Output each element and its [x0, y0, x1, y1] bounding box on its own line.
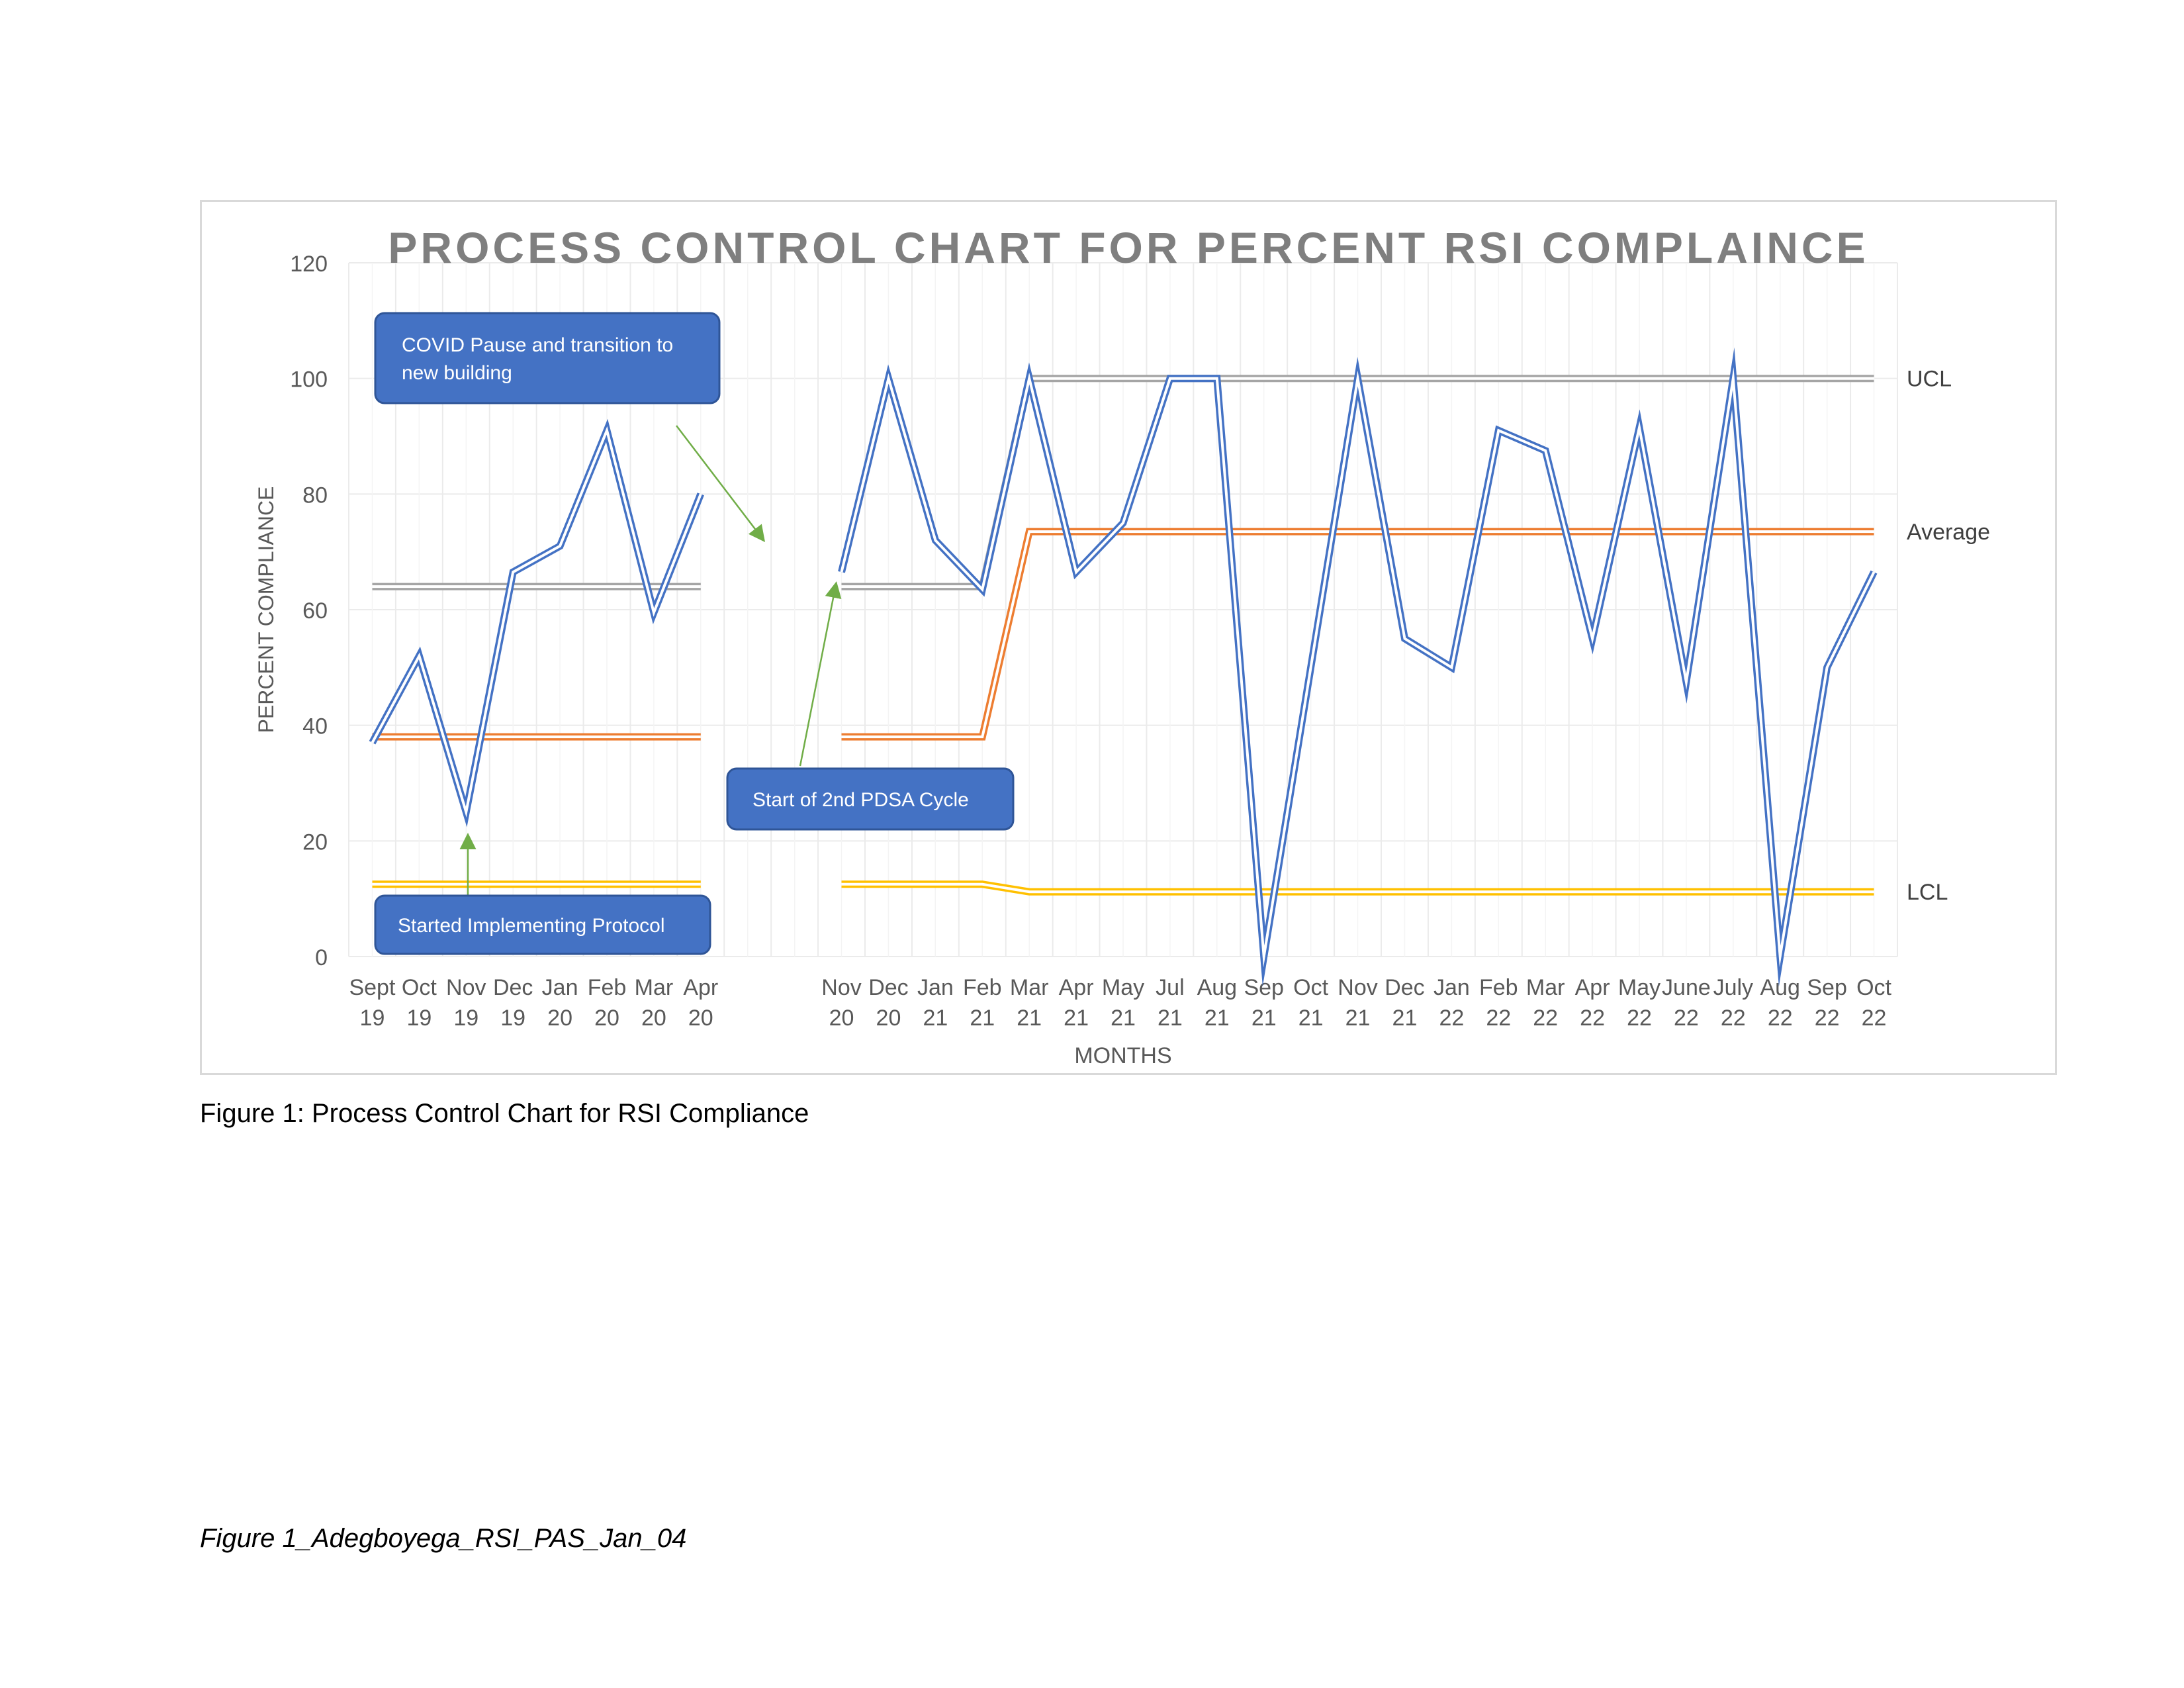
x-tick-label-year: 21: [1111, 1006, 1136, 1031]
x-tick-label-year: 20: [641, 1006, 666, 1031]
x-tick-label: Apr: [1575, 975, 1610, 1000]
series-line-inner-average: [841, 530, 1874, 739]
x-tick-label: Feb: [1479, 975, 1518, 1000]
x-tick-label: Nov: [821, 975, 861, 1000]
x-tick-label-year: 21: [1392, 1006, 1418, 1031]
annotation-2nd-pdsa: Start of 2nd PDSA Cycle: [726, 767, 1015, 831]
x-tick-label-year: 22: [1627, 1006, 1652, 1031]
x-tick-label: Jan: [542, 975, 578, 1000]
chart-frame: 0 20 40 60 80 100 120 Sept 19 Oct 19 Nov 19 Dec 19 Jan 2…: [200, 200, 2057, 1075]
x-tick-label-year: 22: [1439, 1006, 1464, 1031]
x-tick-label: Sep: [1244, 975, 1284, 1000]
x-tick-label-year: 20: [829, 1006, 854, 1031]
y-tick-label: 80: [302, 483, 328, 508]
x-tick-label: Oct: [402, 975, 437, 1000]
x-tick-label-year: 21: [1345, 1006, 1371, 1031]
annotation-text: new building: [402, 362, 512, 384]
x-tick-label-year: 19: [453, 1006, 478, 1031]
x-tick-label-year: 19: [500, 1006, 525, 1031]
x-tick-label-year: 21: [1298, 1006, 1324, 1031]
x-tick-label: Apr: [1059, 975, 1094, 1000]
annotation-protocol-start: Started Implementing Protocol: [374, 894, 711, 955]
y-tick-label: 20: [302, 829, 328, 855]
series-label-lcl: LCL: [1907, 880, 1948, 905]
x-tick-label-year: 21: [1251, 1006, 1277, 1031]
x-tick-label: Oct: [1856, 975, 1891, 1000]
annotation-text: COVID Pause and transition to: [402, 334, 673, 356]
annotation-box: [726, 767, 1015, 831]
x-tick-label: Mar: [635, 975, 674, 1000]
figure-file-note: Figure 1_Adegboyega_RSI_PAS_Jan_04: [200, 1524, 687, 1553]
x-tick-label: Feb: [963, 975, 1002, 1000]
x-tick-label-year: 19: [360, 1006, 385, 1031]
x-tick-label: July: [1713, 975, 1753, 1000]
x-tick-label-year: 22: [1674, 1006, 1699, 1031]
x-tick-label: Nov: [446, 975, 486, 1000]
x-tick-label: Nov: [1338, 975, 1377, 1000]
x-tick-label-year: 22: [1580, 1006, 1605, 1031]
series-line-inner-lcl: [841, 882, 1874, 894]
x-tick-label: May: [1618, 975, 1661, 1000]
series-line-inner-compliance: [840, 367, 1876, 968]
x-tick-label: Mar: [1010, 975, 1049, 1000]
x-tick-label-year: 19: [406, 1006, 432, 1031]
x-tick-label-year: 22: [1533, 1006, 1558, 1031]
series-label-average: Average: [1907, 520, 1990, 545]
y-tick-label: 100: [290, 367, 328, 393]
x-tick-label-year: 21: [1064, 1006, 1089, 1031]
x-tick-label-year: 21: [923, 1006, 948, 1031]
y-tick-label: 60: [302, 598, 328, 624]
x-tick-label: Feb: [588, 975, 627, 1000]
annotation-covid-pause: COVID Pause and transition to new buildin…: [374, 312, 721, 404]
series-compliance: [369, 347, 1878, 987]
chart-title: PROCESS CONTROL CHART FOR PERCENT RSI CO…: [388, 223, 1868, 272]
y-tick-label: 120: [290, 252, 328, 277]
annotation-arrow: [799, 581, 842, 767]
x-tick-label-year: 22: [1862, 1006, 1887, 1031]
x-tick-label: Oct: [1293, 975, 1328, 1000]
x-tick-label-year: 20: [688, 1006, 713, 1031]
x-tick-label-year: 22: [1768, 1006, 1793, 1031]
y-tick-label: 40: [302, 714, 328, 739]
figure-caption: Figure 1: Process Control Chart for RSI …: [200, 1099, 809, 1128]
x-tick-label-year: 22: [1486, 1006, 1511, 1031]
series-average: [372, 528, 1874, 741]
y-tick-label: 0: [315, 945, 328, 970]
annotation-arrow: [676, 425, 766, 542]
x-axis-title: MONTHS: [1074, 1043, 1171, 1068]
annotation-text: Start of 2nd PDSA Cycle: [752, 789, 969, 811]
process-control-chart: 0 20 40 60 80 100 120 Sept 19 Oct 19 Nov 19 Dec 19 Jan 2…: [254, 223, 1990, 1068]
x-tick-label: Sep: [1807, 975, 1847, 1000]
x-tick-label-year: 22: [1721, 1006, 1746, 1031]
x-tick-label: May: [1102, 975, 1144, 1000]
series-line-inner-compliance: [371, 426, 702, 818]
x-tick-label: Sept: [349, 975, 395, 1000]
x-tick-label-year: 21: [1158, 1006, 1183, 1031]
x-tick-label-year: 20: [594, 1006, 619, 1031]
x-tick-label: Apr: [683, 975, 718, 1000]
x-tick-label-year: 21: [1017, 1006, 1042, 1031]
x-tick-label: Jan: [1433, 975, 1470, 1000]
x-tick-label: Dec: [868, 975, 908, 1000]
x-tick-label: Mar: [1526, 975, 1565, 1000]
annotation-text: Started Implementing Protocol: [398, 915, 665, 937]
x-tick-label: Dec: [493, 975, 533, 1000]
x-tick-label-year: 22: [1815, 1006, 1840, 1031]
x-tick-label: Jan: [917, 975, 954, 1000]
series-lcl: [372, 880, 1874, 896]
x-tick-label-year: 20: [547, 1006, 572, 1031]
y-axis-title: PERCENT COMPLIANCE: [254, 487, 278, 733]
x-tick-label: Aug: [1197, 975, 1238, 1000]
x-tick-label: June: [1662, 975, 1711, 1000]
x-tick-label: Aug: [1760, 975, 1800, 1000]
x-tick-label-year: 21: [1205, 1006, 1230, 1031]
x-tick-label-year: 20: [876, 1006, 901, 1031]
x-tick-label: Dec: [1385, 975, 1424, 1000]
series-label-ucl: UCL: [1907, 367, 1952, 392]
x-tick-label: Jul: [1156, 975, 1184, 1000]
annotation-box: [374, 894, 711, 955]
x-tick-label-year: 21: [970, 1006, 995, 1031]
annotation-box: [374, 312, 721, 404]
